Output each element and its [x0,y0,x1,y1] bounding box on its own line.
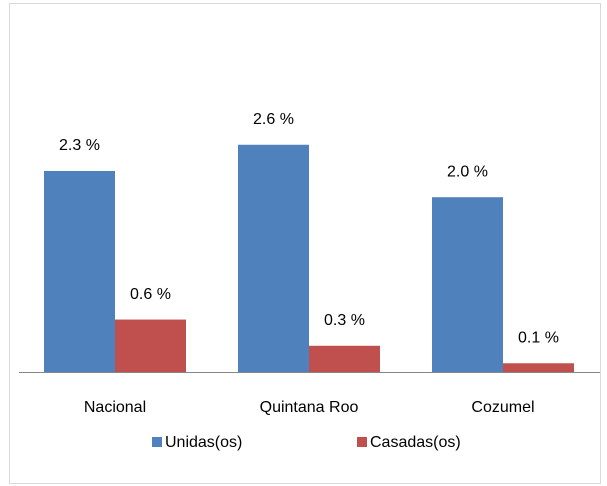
data-label: 2.0 % [447,163,488,180]
bar [44,170,115,372]
bar [432,197,503,372]
data-label: 0.1 % [518,329,559,346]
bar [309,345,380,372]
data-label: 0.6 % [130,286,171,303]
data-label: 2.6 % [253,111,294,128]
legend-swatch [152,437,162,447]
bar [238,144,309,372]
legend-swatch [357,437,367,447]
bar [503,363,574,372]
bar [115,319,186,372]
legend-label: Casadas(os) [370,434,461,451]
x-tick-label: Cozumel [471,399,534,416]
data-label: 0.3 % [324,312,365,329]
x-tick-label: Quintana Roo [260,399,359,416]
x-tick-label: Nacional [84,399,146,416]
legend-label: Unidas(os) [165,434,242,451]
data-label: 2.3 % [59,137,100,154]
